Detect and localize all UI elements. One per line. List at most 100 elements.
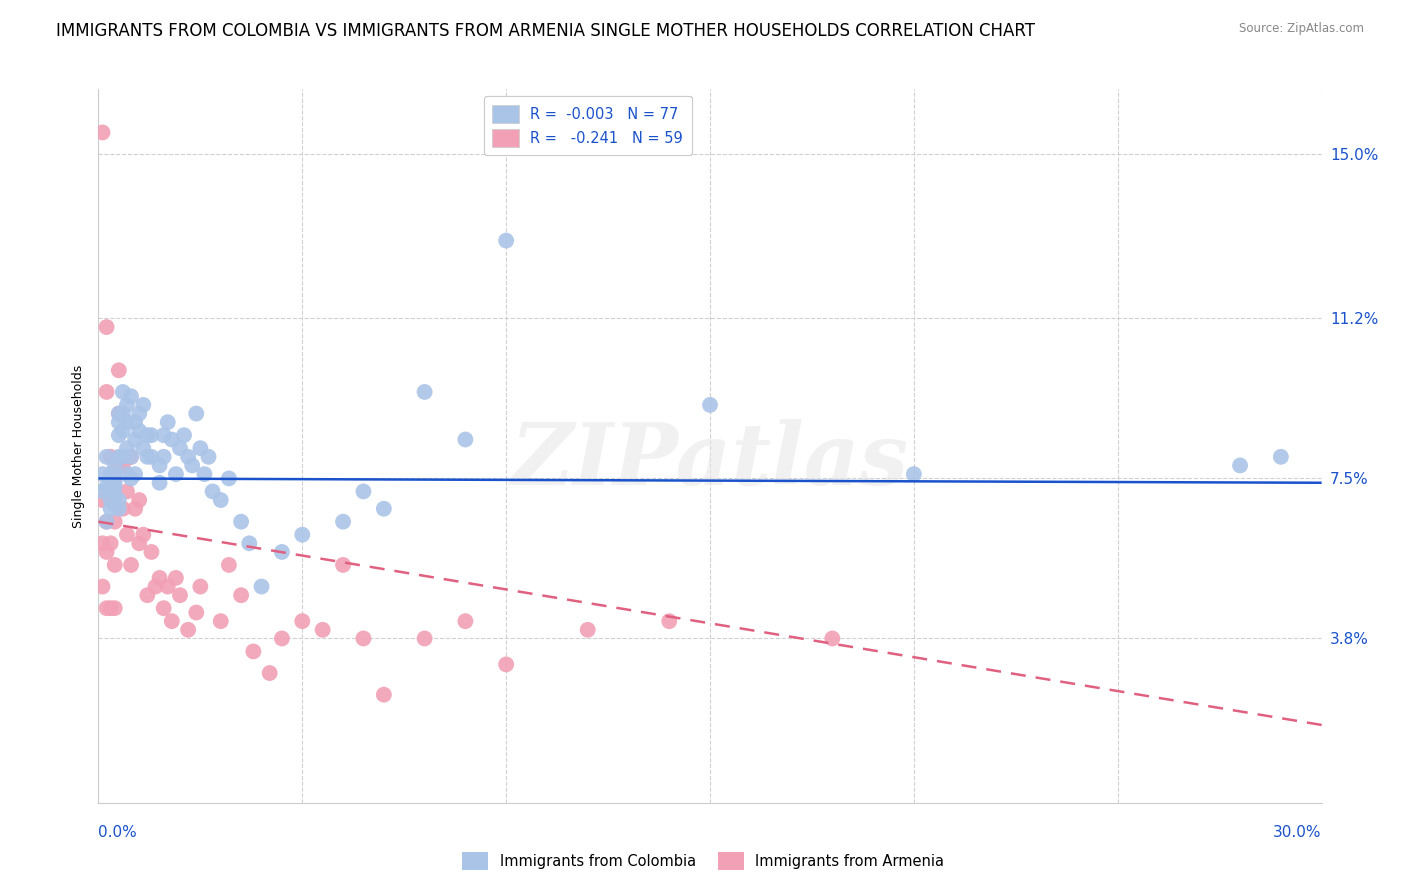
Point xyxy=(352,484,374,499)
Point xyxy=(209,614,232,628)
Point xyxy=(100,493,122,508)
Point xyxy=(104,515,127,529)
Point xyxy=(108,363,131,377)
Point xyxy=(96,515,118,529)
Point xyxy=(96,545,118,559)
Point xyxy=(270,632,294,646)
Point xyxy=(108,501,131,516)
Point xyxy=(658,614,681,628)
Point xyxy=(100,601,122,615)
Point xyxy=(96,480,118,494)
Point xyxy=(201,484,224,499)
Point xyxy=(413,632,436,646)
Point xyxy=(124,467,146,482)
Point xyxy=(108,458,131,473)
Point xyxy=(165,467,187,482)
Point xyxy=(104,458,127,473)
Point xyxy=(96,320,118,334)
Point xyxy=(149,571,172,585)
Point xyxy=(111,501,134,516)
Point xyxy=(132,441,155,455)
Point xyxy=(91,125,114,139)
Text: ZIPatlas: ZIPatlas xyxy=(510,418,910,502)
Point xyxy=(312,623,335,637)
Point xyxy=(104,601,127,615)
Point xyxy=(242,644,264,658)
Point xyxy=(152,601,174,615)
Point xyxy=(352,632,374,646)
Point xyxy=(111,424,134,438)
Point xyxy=(149,475,172,490)
Point xyxy=(100,501,122,516)
Point xyxy=(132,398,155,412)
Point xyxy=(332,558,354,572)
Point xyxy=(96,384,118,399)
Point xyxy=(165,571,187,585)
Point xyxy=(120,450,142,464)
Point xyxy=(108,428,131,442)
Point xyxy=(576,623,599,637)
Point xyxy=(91,536,114,550)
Point xyxy=(413,384,436,399)
Point xyxy=(100,493,122,508)
Point xyxy=(149,458,172,473)
Point xyxy=(104,467,127,482)
Point xyxy=(115,484,138,499)
Point xyxy=(124,433,146,447)
Point xyxy=(156,415,179,429)
Point xyxy=(108,407,131,421)
Point xyxy=(186,407,208,421)
Point xyxy=(124,415,146,429)
Point xyxy=(169,588,191,602)
Point xyxy=(96,601,118,615)
Point xyxy=(177,450,200,464)
Point xyxy=(291,527,314,541)
Point xyxy=(115,415,138,429)
Point xyxy=(115,467,138,482)
Point xyxy=(259,666,281,681)
Point xyxy=(120,471,142,485)
Point xyxy=(193,467,215,482)
Point xyxy=(111,450,134,464)
Point xyxy=(96,515,118,529)
Point xyxy=(186,606,208,620)
Point xyxy=(124,501,146,516)
Point xyxy=(115,398,138,412)
Point xyxy=(132,527,155,541)
Point xyxy=(291,614,314,628)
Point xyxy=(270,545,294,559)
Point xyxy=(104,497,127,511)
Point xyxy=(108,415,131,429)
Point xyxy=(141,545,163,559)
Point xyxy=(454,433,477,447)
Point xyxy=(495,657,517,672)
Point xyxy=(145,580,167,594)
Point xyxy=(120,450,142,464)
Point xyxy=(141,450,163,464)
Point xyxy=(100,536,122,550)
Point xyxy=(373,501,395,516)
Point xyxy=(104,475,127,490)
Point xyxy=(188,441,212,455)
Text: 0.0%: 0.0% xyxy=(98,825,138,840)
Point xyxy=(160,433,183,447)
Point xyxy=(120,389,142,403)
Point xyxy=(91,467,114,482)
Legend: Immigrants from Colombia, Immigrants from Armenia: Immigrants from Colombia, Immigrants fro… xyxy=(456,847,950,876)
Point xyxy=(173,428,195,442)
Point xyxy=(120,558,142,572)
Point xyxy=(152,450,174,464)
Point xyxy=(136,428,159,442)
Point xyxy=(209,493,232,508)
Point xyxy=(238,536,260,550)
Point xyxy=(115,441,138,455)
Point xyxy=(160,614,183,628)
Point xyxy=(104,480,127,494)
Point xyxy=(128,424,150,438)
Point xyxy=(231,588,253,602)
Point xyxy=(91,580,114,594)
Point xyxy=(128,493,150,508)
Point xyxy=(108,493,131,508)
Point xyxy=(188,580,212,594)
Point xyxy=(100,450,122,464)
